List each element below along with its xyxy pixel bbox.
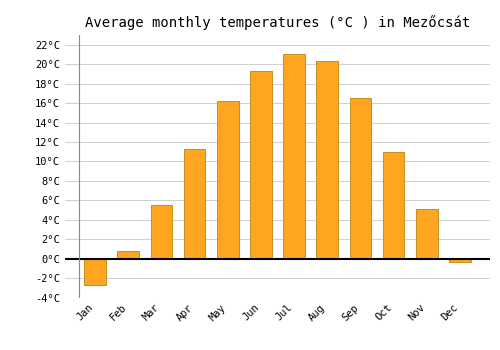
Bar: [150, 205, 172, 259]
Bar: [250, 71, 272, 259]
Bar: [118, 251, 139, 259]
Bar: [383, 152, 404, 259]
Bar: [350, 98, 371, 259]
Bar: [416, 209, 438, 259]
Bar: [316, 61, 338, 259]
Bar: [449, 259, 470, 261]
Bar: [184, 149, 206, 259]
Bar: [217, 101, 238, 259]
Bar: [84, 259, 106, 285]
Title: Average monthly temperatures (°C ) in Mezőcsát: Average monthly temperatures (°C ) in Me…: [85, 15, 470, 30]
Bar: [284, 55, 305, 259]
